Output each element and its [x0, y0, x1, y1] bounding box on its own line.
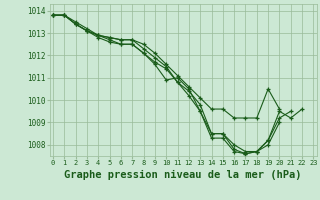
X-axis label: Graphe pression niveau de la mer (hPa): Graphe pression niveau de la mer (hPa): [64, 170, 302, 180]
